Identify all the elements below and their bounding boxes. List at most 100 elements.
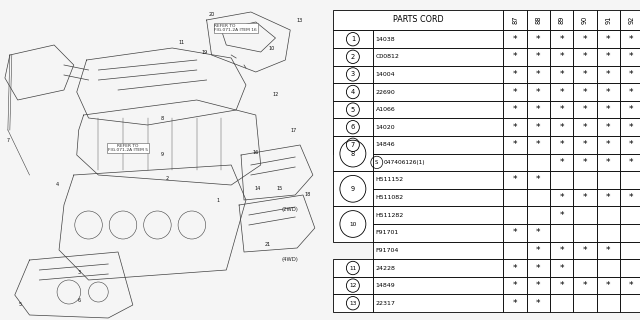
Text: 12: 12 xyxy=(349,283,356,288)
Bar xyxy=(573,136,596,154)
Bar xyxy=(527,189,550,206)
Text: *: * xyxy=(629,158,634,167)
Bar xyxy=(333,206,373,242)
Bar xyxy=(596,66,620,83)
Text: *: * xyxy=(582,158,587,167)
Text: 4: 4 xyxy=(56,182,59,188)
Bar xyxy=(333,101,373,118)
Text: 20: 20 xyxy=(209,12,214,18)
Bar xyxy=(573,259,596,277)
Text: 14004: 14004 xyxy=(376,72,395,77)
Bar xyxy=(596,30,620,48)
Text: *: * xyxy=(606,281,611,290)
Bar xyxy=(527,259,550,277)
Text: 8: 8 xyxy=(161,116,164,121)
Text: *: * xyxy=(513,123,517,132)
Bar xyxy=(504,189,527,206)
Text: 14849: 14849 xyxy=(376,283,396,288)
Bar xyxy=(550,294,573,312)
Bar xyxy=(620,48,640,66)
Bar xyxy=(333,294,373,312)
Bar xyxy=(527,242,550,259)
Text: H511282: H511282 xyxy=(376,213,404,218)
Bar xyxy=(550,277,573,294)
Bar xyxy=(596,136,620,154)
Bar xyxy=(527,48,550,66)
Bar xyxy=(373,224,504,242)
Bar xyxy=(573,171,596,189)
Bar xyxy=(373,154,504,171)
Text: *: * xyxy=(513,299,517,308)
Text: *: * xyxy=(606,123,611,132)
Bar xyxy=(373,294,504,312)
Bar xyxy=(620,10,640,30)
Bar xyxy=(504,154,527,171)
Text: *: * xyxy=(536,105,541,114)
Bar xyxy=(333,66,373,83)
Text: *: * xyxy=(513,35,517,44)
Text: F91704: F91704 xyxy=(376,248,399,253)
Text: 21: 21 xyxy=(264,243,271,247)
Text: *: * xyxy=(606,105,611,114)
Text: 6: 6 xyxy=(77,298,80,302)
Bar xyxy=(620,66,640,83)
Bar xyxy=(573,118,596,136)
Text: 7: 7 xyxy=(6,138,10,142)
Bar xyxy=(333,136,373,171)
Bar xyxy=(550,83,573,101)
Text: *: * xyxy=(629,35,634,44)
Text: *: * xyxy=(582,123,587,132)
Bar xyxy=(573,206,596,224)
Bar xyxy=(573,48,596,66)
Bar xyxy=(504,48,527,66)
Bar xyxy=(504,171,527,189)
Bar xyxy=(527,154,550,171)
Bar xyxy=(550,136,573,154)
Text: 14038: 14038 xyxy=(376,37,395,42)
Text: 1: 1 xyxy=(351,36,355,42)
Text: *: * xyxy=(606,246,611,255)
Text: *: * xyxy=(559,263,564,273)
Text: 5: 5 xyxy=(18,302,21,308)
Bar xyxy=(620,30,640,48)
Bar xyxy=(504,294,527,312)
Text: *: * xyxy=(629,123,634,132)
Text: 12: 12 xyxy=(273,92,278,98)
Bar xyxy=(550,66,573,83)
Bar xyxy=(504,30,527,48)
Bar xyxy=(373,277,504,294)
Bar xyxy=(550,101,573,118)
Bar xyxy=(527,136,550,154)
Text: *: * xyxy=(536,70,541,79)
Text: *: * xyxy=(582,246,587,255)
Text: 14020: 14020 xyxy=(376,125,395,130)
Text: REFER TO
FIG.071-2A ITEM 5: REFER TO FIG.071-2A ITEM 5 xyxy=(108,144,148,152)
Text: F91701: F91701 xyxy=(376,230,399,235)
Bar xyxy=(527,171,550,189)
Text: C00812: C00812 xyxy=(376,54,399,59)
Text: 17: 17 xyxy=(290,127,296,132)
Text: 88: 88 xyxy=(535,16,541,24)
Text: *: * xyxy=(582,140,587,149)
Text: *: * xyxy=(559,35,564,44)
Bar xyxy=(620,101,640,118)
Text: 90: 90 xyxy=(582,16,588,24)
Text: *: * xyxy=(629,193,634,202)
Text: 2: 2 xyxy=(351,54,355,60)
Bar xyxy=(620,118,640,136)
Bar xyxy=(527,224,550,242)
Text: *: * xyxy=(513,175,517,185)
Text: 6: 6 xyxy=(351,124,355,130)
Bar xyxy=(620,277,640,294)
Text: *: * xyxy=(536,175,541,185)
Text: 5: 5 xyxy=(351,107,355,113)
Bar xyxy=(596,277,620,294)
Bar xyxy=(373,259,504,277)
Bar xyxy=(504,136,527,154)
Bar xyxy=(373,206,504,224)
Bar xyxy=(550,259,573,277)
Text: *: * xyxy=(559,123,564,132)
Text: *: * xyxy=(559,246,564,255)
Bar xyxy=(527,10,550,30)
Text: 047406126(1): 047406126(1) xyxy=(383,160,425,165)
